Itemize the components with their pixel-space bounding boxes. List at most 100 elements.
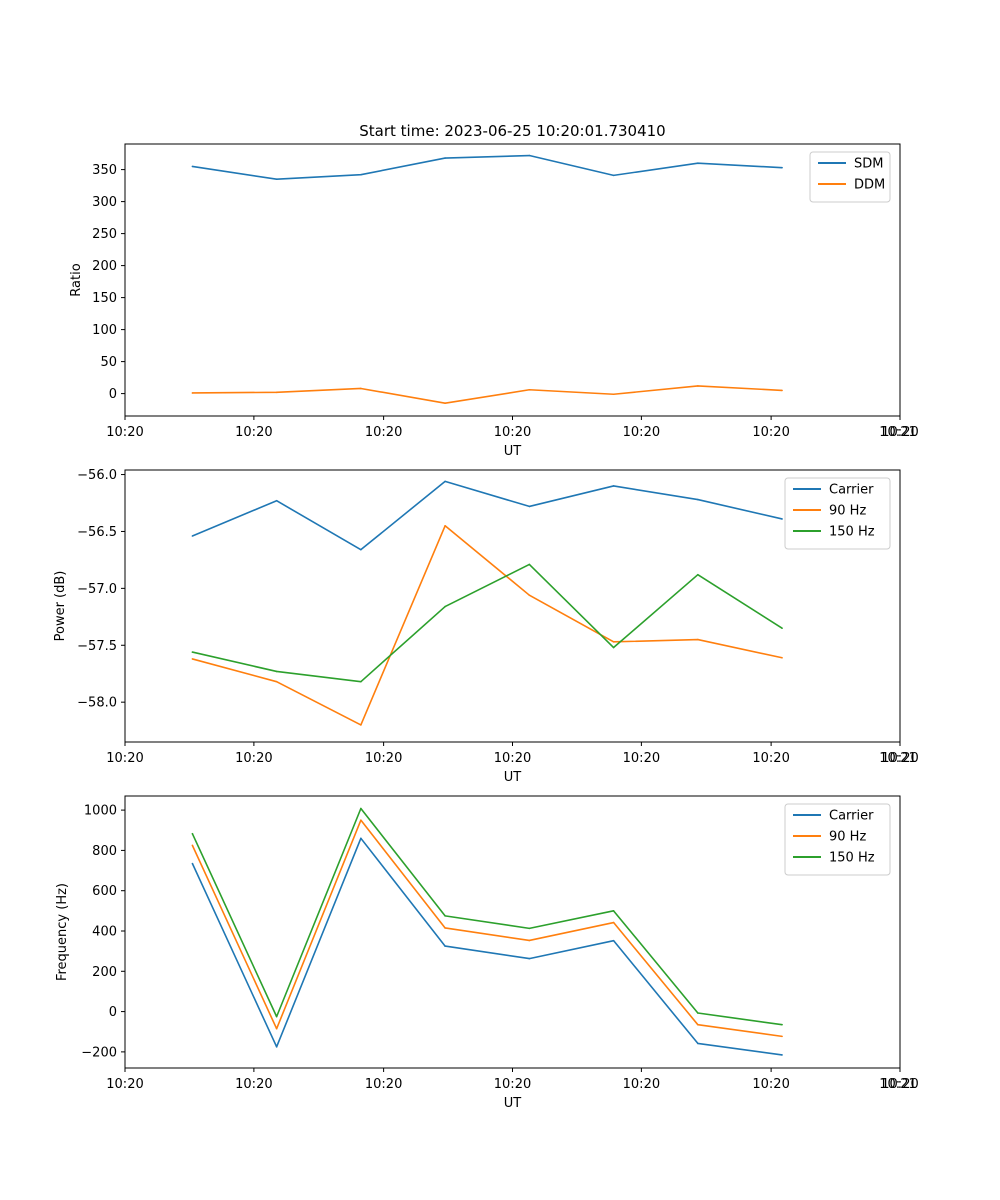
data-point [444,524,446,527]
legend-label: Carrier [829,809,874,824]
data-point [781,389,783,392]
data-point [612,939,615,942]
data-point [444,915,446,917]
y-tick-label: 0 [109,387,117,402]
series-line-150-hz [192,563,783,683]
x-tick-label: 10:21 [879,751,916,766]
data-point [697,1023,699,1026]
data-point [191,535,194,537]
y-tick-label: −56.5 [77,525,117,540]
data-point [612,910,615,912]
subplot-1: 10:20 10:20 10:20 10:20 10:20 10:20 10:2010:21… [69,143,919,459]
x-tick-label: 10:20 [623,425,660,440]
data-point [528,927,531,930]
data-point [444,480,446,483]
data-point [191,392,194,394]
subplots: 10:20 10:20 10:20 10:20 10:20 10:20 10:2010:21… [53,143,919,1111]
series-line-90-hz [191,819,783,1038]
y-tick-label: 50 [100,355,117,370]
data-point [781,1054,783,1056]
data-point [275,499,278,502]
x-tick-label: 10:20 [623,751,660,766]
legend-label: 150 Hz [829,851,875,866]
data-point [275,670,278,673]
data-point [191,862,194,865]
data-point [781,627,783,629]
data-point [275,1015,278,1018]
y-tick-label: 0 [109,1005,117,1020]
data-point [275,1046,278,1048]
y-axis-label: Frequency (Hz) [55,883,70,981]
legend-label: 90 Hz [829,830,866,845]
y-tick-label: 300 [92,195,117,210]
data-point [697,1012,699,1014]
data-point [360,173,362,176]
data-point [697,1042,699,1045]
y-tick-label: 400 [92,924,117,939]
y-tick-label: 350 [92,163,117,178]
series-line-sdm [192,154,783,180]
data-point [191,832,194,835]
series-line-carrier [192,480,783,551]
data-point [781,656,783,659]
x-tick-label: 10:20 [881,1077,918,1092]
legend: Carrier 90 Hz 150 Hz [784,477,891,550]
data-point [781,1023,783,1026]
data-point [612,393,615,396]
y-tick-label: 200 [92,965,117,980]
x-tick-label: 10:21 [879,1077,916,1092]
data-point [528,594,531,596]
legend-label: 90 Hz [829,504,866,519]
data-point [612,641,615,643]
y-tick-label: −200 [81,1045,117,1060]
legend: SDM DDM [809,151,891,203]
x-tick-label: 10:20 [752,1077,789,1092]
data-point [191,658,194,660]
data-point [781,518,783,520]
data-point [360,819,362,821]
y-tick-label: −56.0 [77,468,117,483]
series-line-150-hz [191,807,783,1026]
data-point [528,957,531,960]
x-tick-label: 10:20 [623,1077,660,1092]
data-point [612,174,615,177]
data-point [444,402,446,405]
data-point [528,505,531,508]
x-tick-label: 10:20 [494,751,531,766]
y-tick-label: 800 [92,844,117,859]
x-tick-label: 10:20 [752,751,789,766]
legend-label: 150 Hz [829,525,875,540]
data-point [275,178,278,180]
y-tick-label: 100 [92,323,117,338]
series-line-carrier [191,837,783,1056]
y-tick-label: −57.5 [77,639,117,654]
data-point [444,927,446,929]
x-tick-label: 10:20 [235,751,272,766]
y-axis-label: Ratio [69,263,84,296]
subplot-3: 10:20 10:20 10:20 10:20 10:20 10:20 10:2010:21… [55,795,919,1111]
data-point [275,391,278,394]
subplot-2: 10:20 10:20 10:20 10:20 10:20 10:20 10:2010:21… [53,468,919,785]
x-tick-label: 10:20 [365,425,402,440]
x-tick-label: 10:20 [881,751,918,766]
y-tick-label: −58.0 [77,696,117,711]
y-tick-label: −57.0 [77,582,117,597]
data-point [275,680,278,683]
data-point [360,837,362,840]
data-point [360,807,362,810]
data-point [528,939,531,942]
data-point [781,1035,783,1038]
data-point [697,498,699,501]
legend-label: Carrier [829,483,874,498]
x-tick-label: 10:20 [235,425,272,440]
data-point [697,573,699,576]
data-point [612,485,615,487]
data-point [360,724,362,726]
series-line-ddm [192,385,783,405]
x-axis-label: UT [504,1096,522,1111]
x-tick-label: 10:21 [879,425,916,440]
y-tick-label: 600 [92,884,117,899]
x-tick-label: 10:20 [881,425,918,440]
data-point [360,387,362,390]
